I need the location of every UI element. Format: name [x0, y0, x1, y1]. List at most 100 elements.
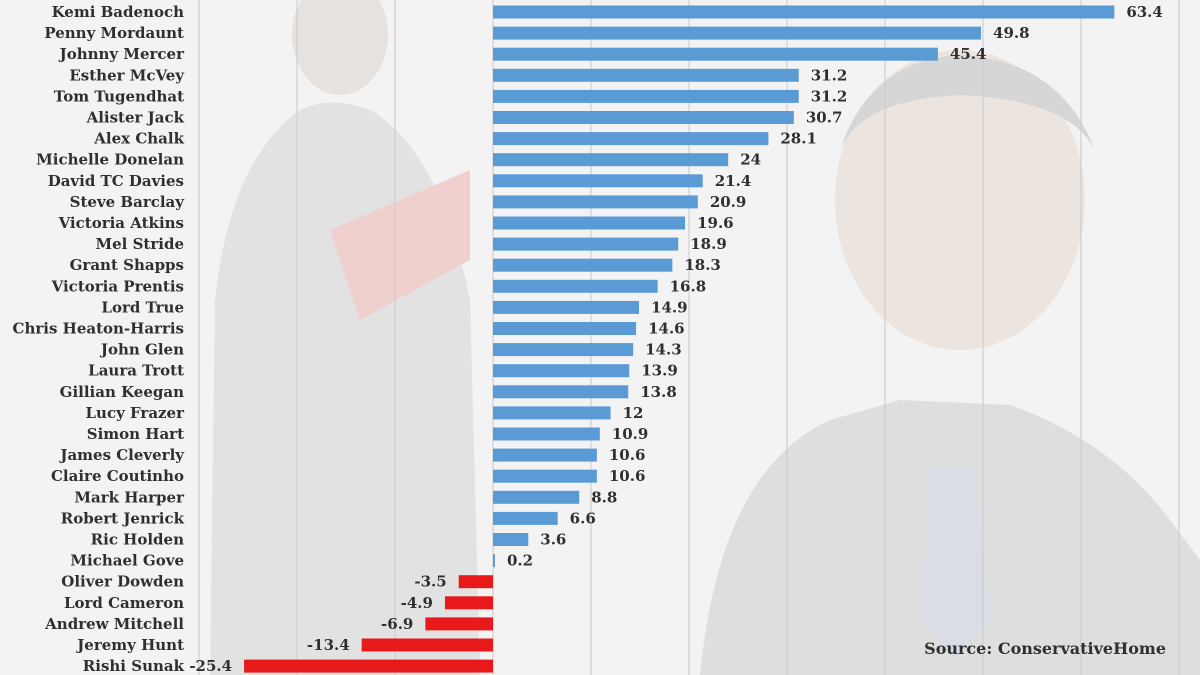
bar	[493, 5, 1115, 19]
bar	[493, 132, 769, 146]
value-label: 13.9	[641, 362, 678, 380]
value-label: 10.9	[612, 425, 649, 443]
bars	[244, 5, 1115, 673]
value-label: 49.8	[993, 24, 1030, 42]
value-label: 14.3	[645, 341, 682, 359]
category-label: Victoria Prentis	[51, 277, 184, 295]
bar	[493, 174, 703, 188]
bar	[493, 406, 611, 420]
value-label: -6.9	[381, 615, 413, 633]
value-label: 63.4	[1126, 3, 1163, 21]
bar	[493, 153, 729, 167]
value-label: 16.8	[670, 277, 707, 295]
category-label: Robert Jenrick	[61, 509, 185, 527]
source-label: Source: ConservativeHome	[924, 639, 1166, 658]
category-label: James Cleverly	[58, 446, 185, 464]
category-label: Lord True	[101, 298, 184, 316]
bar	[444, 596, 493, 610]
value-label: 18.9	[690, 235, 727, 253]
bar	[493, 258, 673, 272]
category-label: David TC Davies	[48, 172, 184, 190]
bar	[361, 638, 493, 652]
bar	[493, 533, 529, 546]
bar	[493, 364, 630, 378]
category-label: Jeremy Hunt	[75, 636, 184, 654]
category-label: Grant Shapps	[70, 256, 184, 274]
value-label: 31.2	[811, 87, 848, 105]
bar	[493, 237, 679, 251]
category-label: Lucy Frazer	[86, 404, 186, 422]
category-label: Mel Stride	[96, 235, 184, 253]
bar	[425, 617, 493, 631]
bar	[244, 659, 493, 673]
value-label: -4.9	[401, 594, 433, 612]
value-label: 14.6	[648, 320, 685, 338]
value-label: 8.8	[591, 488, 617, 506]
value-label: 14.9	[651, 298, 688, 316]
bar	[493, 300, 640, 314]
bar	[493, 47, 938, 61]
value-label: 6.6	[570, 509, 596, 527]
bar	[493, 448, 597, 462]
value-label: 19.6	[697, 214, 734, 232]
value-label: 21.4	[715, 172, 752, 190]
value-labels: 63.4 49.8 45.4 31.2 31.2 30.7 28.1 24 21.4 20.9 19…	[189, 3, 1163, 675]
value-label: 12	[623, 404, 644, 422]
category-label: Simon Hart	[87, 425, 184, 443]
category-label: Johnny Mercer	[58, 45, 185, 63]
value-label: 28.1	[780, 130, 817, 148]
bar	[493, 322, 637, 335]
value-label: 18.3	[684, 256, 721, 274]
category-label: Penny Mordaunt	[44, 24, 184, 42]
bar	[493, 490, 580, 504]
bar	[493, 89, 799, 103]
category-label: Steve Barclay	[70, 193, 186, 211]
bar	[493, 216, 686, 230]
category-label: John Glen	[99, 341, 184, 359]
category-label: Tom Tugendhat	[54, 87, 184, 105]
category-label: Mark Harper	[74, 488, 185, 506]
bar	[493, 195, 698, 209]
bar	[493, 111, 794, 124]
category-label: Gillian Keegan	[60, 383, 184, 401]
bar	[493, 554, 495, 568]
category-label: Alex Chalk	[93, 130, 184, 148]
value-label: 10.6	[609, 467, 646, 485]
value-label: -13.4	[307, 636, 350, 654]
value-label: -3.5	[414, 573, 446, 591]
value-label: 45.4	[950, 45, 987, 63]
category-label: Esther McVey	[69, 66, 185, 84]
bar	[493, 279, 658, 293]
value-label: 3.6	[540, 531, 566, 549]
value-label: 13.8	[640, 383, 677, 401]
bar	[458, 575, 493, 589]
bar	[493, 469, 597, 483]
bar	[493, 385, 629, 399]
bar	[493, 427, 600, 441]
category-label: Claire Coutinho	[51, 467, 184, 485]
category-label: Chris Heaton-Harris	[13, 320, 184, 338]
value-label: 0.2	[507, 552, 533, 570]
category-label: Kemi Badenoch	[52, 3, 185, 21]
category-label: Alister Jack	[86, 109, 185, 127]
value-label: 10.6	[609, 446, 646, 464]
category-label: Laura Trott	[88, 362, 184, 380]
bar	[493, 26, 982, 40]
category-label: Ric Holden	[91, 531, 184, 549]
category-label: Lord Cameron	[64, 594, 184, 612]
category-label: Andrew Mitchell	[44, 615, 184, 633]
bar	[493, 511, 558, 525]
category-label: Victoria Atkins	[58, 214, 184, 232]
category-labels: Kemi Badenoch Penny Mordaunt Johnny Mercer…	[13, 3, 186, 675]
value-label: 30.7	[806, 109, 843, 127]
bar	[493, 68, 799, 82]
category-label: Michelle Donelan	[36, 151, 184, 169]
category-label: Michael Gove	[70, 552, 184, 570]
value-label: 24	[740, 151, 761, 169]
category-label: Oliver Dowden	[61, 573, 184, 591]
value-label: 31.2	[811, 66, 848, 84]
category-label: Rishi Sunak	[83, 657, 185, 675]
value-label: -25.4	[189, 657, 232, 675]
value-label: 20.9	[710, 193, 747, 211]
